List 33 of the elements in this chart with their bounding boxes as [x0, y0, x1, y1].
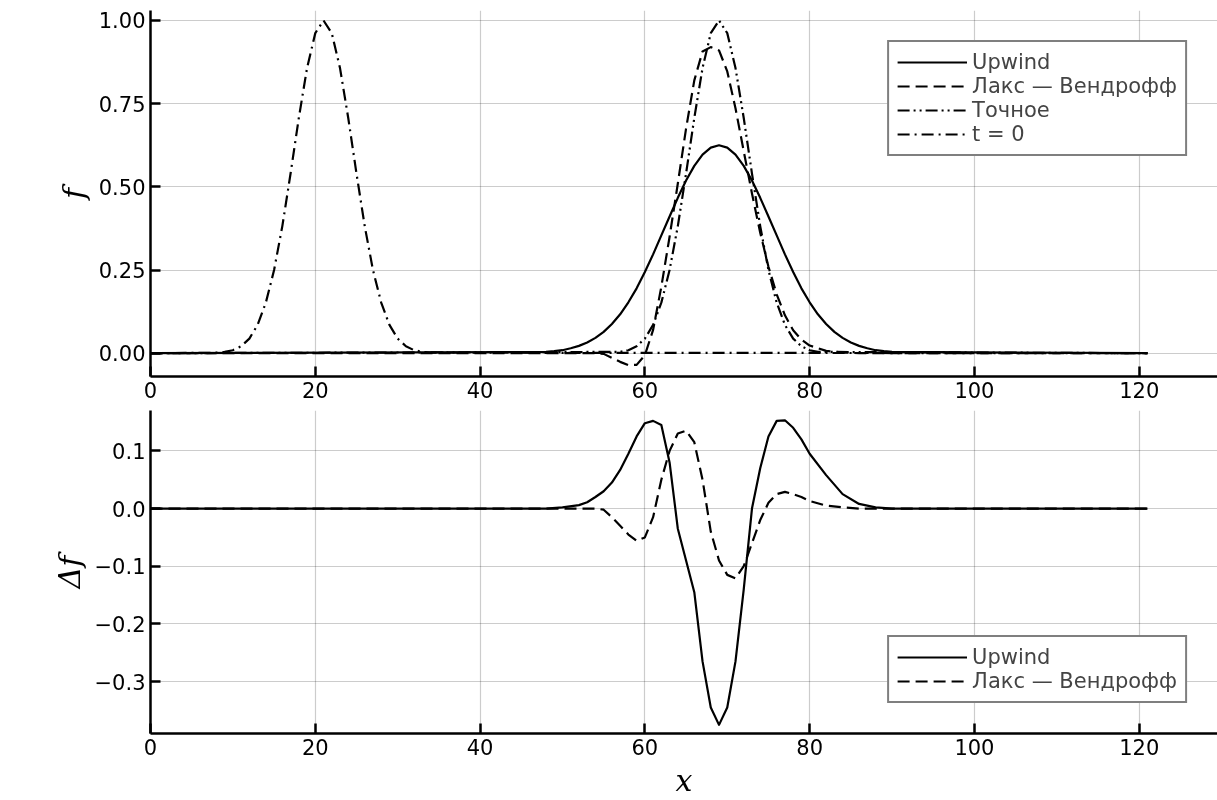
x-tick-label: 40 [466, 735, 494, 760]
legend-label: t = 0 [972, 122, 1025, 146]
legend-label: Upwind [972, 50, 1051, 74]
x-tick-label: 0 [143, 378, 158, 403]
x-tick-label: 80 [796, 378, 824, 403]
legend-label: Точное [972, 98, 1050, 122]
x-tick-label: 80 [796, 735, 824, 760]
x-tick-label: 60 [631, 735, 659, 760]
legend-label: Лакс — Вендрофф [972, 669, 1177, 693]
y-axis-title: Δf [51, 550, 87, 590]
x-tick-label: 0 [143, 735, 158, 760]
x-tick-label: 20 [301, 378, 329, 403]
x-tick-label: 120 [1119, 735, 1160, 760]
legend-label: Лакс — Вендрофф [972, 74, 1177, 98]
y-tick-label: 0.50 [98, 175, 146, 200]
legend-label: Upwind [972, 645, 1051, 669]
y-tick-label: 1.00 [98, 9, 146, 34]
x-tick-label: 100 [954, 735, 995, 760]
x-tick-label: 20 [301, 735, 329, 760]
x-tick-label: 120 [1119, 378, 1160, 403]
y-tick-label: −0.1 [94, 555, 146, 580]
y-tick-label: 0.75 [98, 92, 146, 117]
y-tick-label: 0.0 [112, 497, 146, 522]
y-tick-label: 0.00 [98, 342, 146, 367]
x-tick-label: 40 [466, 378, 494, 403]
y-axis-title: f [55, 183, 91, 202]
x-tick-label: 100 [954, 378, 995, 403]
x-axis-title: x [675, 762, 693, 798]
y-tick-label: 0.1 [112, 439, 146, 464]
y-tick-label: −0.3 [94, 670, 146, 695]
y-tick-label: 0.25 [98, 259, 146, 284]
x-tick-label: 60 [631, 378, 659, 403]
y-tick-label: −0.2 [94, 612, 146, 637]
